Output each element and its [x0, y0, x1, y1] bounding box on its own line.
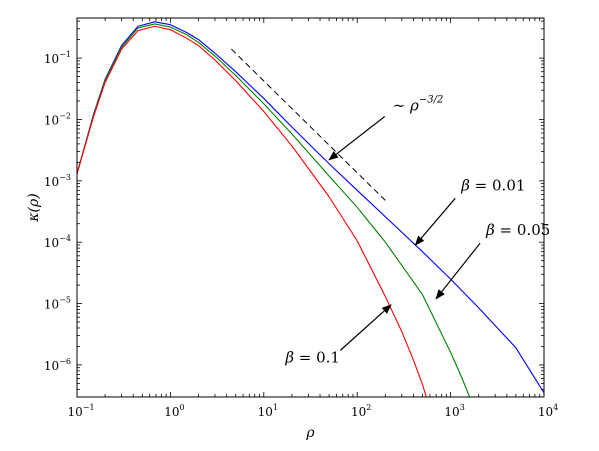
annotation-label-beta01: β = 0.1: [284, 348, 340, 366]
x-tick-label-1: 100: [164, 403, 184, 419]
annotation-arrow-beta01: [339, 304, 392, 351]
annotation-arrow-beta001: [414, 197, 456, 246]
y-axis-label: κ(ρ): [26, 193, 42, 222]
y-tick-label-0: 10−6: [44, 357, 71, 373]
series-line-2: [77, 25, 427, 397]
x-tick-label-3: 102: [351, 403, 371, 419]
annotation-layer: β = 0.01 β = 0.05 β = 0.1 ∼ ρ−3/2: [284, 94, 550, 366]
annotation-arrow-powerlaw: [328, 116, 386, 161]
y-tick-label-3: 10−3: [44, 173, 71, 189]
x-tick-label-0: 10−1: [67, 403, 94, 419]
annotation-label-beta001: β = 0.01: [460, 176, 525, 194]
x-tick-label-4: 103: [444, 403, 464, 419]
series-layer: [77, 21, 544, 397]
x-axis-label: ρ: [305, 425, 315, 441]
series-line-0: [77, 21, 544, 394]
x-tick-label-5: 104: [538, 403, 558, 419]
y-tick-label-2: 10−4: [44, 234, 71, 250]
annotation-arrow-beta005: [435, 242, 481, 300]
y-tick-label-4: 10−2: [44, 111, 71, 127]
x-tick-label-2: 101: [258, 403, 278, 419]
y-tick-label-5: 10−1: [44, 50, 71, 66]
tick-layer: 10−1 100 101 102 103 104 10−6 10−5 10−4 10−3 10−2 1…: [44, 18, 558, 419]
annotation-label-powerlaw: ∼ ρ−3/2: [393, 94, 444, 114]
plot-frame: [76, 17, 545, 398]
annotation-label-beta005: β = 0.05: [485, 221, 550, 239]
y-tick-label-1: 10−5: [44, 296, 71, 312]
reference-dashed-line: [231, 48, 386, 201]
series-line-1: [77, 23, 471, 397]
reference-line-layer: [231, 48, 386, 201]
